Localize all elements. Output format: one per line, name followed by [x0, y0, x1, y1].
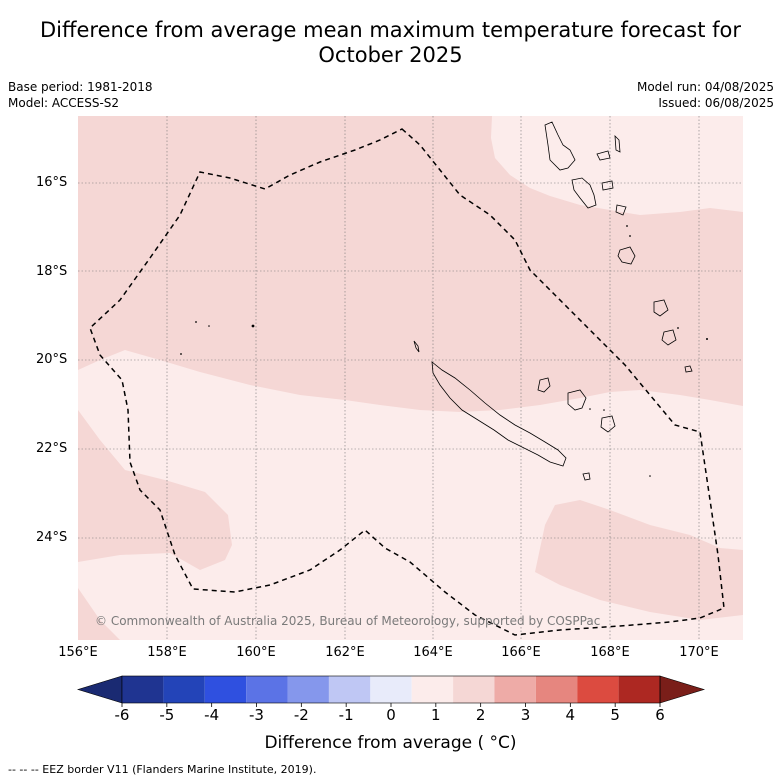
lat-label-24s: 24°S	[36, 530, 68, 545]
model-run: Model run: 04/08/2025	[636, 80, 774, 94]
colorbar-segment	[618, 676, 660, 703]
colorbar-tick-label: 0	[386, 706, 396, 724]
vanuatu-epi	[615, 204, 627, 216]
colorbar-segment	[287, 676, 329, 703]
model-name: Model: ACCESS-S2	[8, 96, 120, 110]
graticule	[78, 116, 743, 640]
vanuatu-erromango	[653, 299, 669, 317]
colorbar-segment	[328, 676, 371, 703]
colorbar-tick-label: -6	[114, 706, 130, 724]
colorbar-segment	[246, 676, 288, 703]
lat-label-20s: 20°S	[36, 352, 68, 367]
base-period: Base period: 1981-2018	[8, 80, 153, 94]
vanuatu-pentecost	[614, 134, 621, 153]
colorbar-tick-label: 5	[610, 706, 620, 724]
lon-label-156e: 156°E	[58, 645, 98, 660]
loyalty-island-ouvea	[537, 377, 551, 393]
lon-label-160e: 160°E	[236, 645, 276, 660]
vanuatu-efate	[617, 246, 636, 265]
colorbar-tick-label: 1	[431, 706, 441, 724]
vanuatu-ambrym	[601, 180, 614, 191]
vanuatu-aneityum	[684, 365, 693, 373]
copyright-text: © Commonwealth of Australia 2025, Bureau…	[95, 614, 601, 628]
colorbar-segment	[122, 676, 164, 703]
map-title: Difference from average mean maximum tem…	[0, 18, 781, 68]
colorbar-tick-label: -4	[204, 706, 220, 724]
lat-label-18s: 18°S	[36, 264, 68, 279]
colorbar-segment	[204, 676, 247, 703]
belep-islands	[413, 340, 420, 353]
colorbar-tick-label: 2	[475, 706, 486, 724]
colorbar-tick-label: -5	[159, 706, 175, 724]
colorbar-segment	[494, 676, 536, 703]
colorbar-segment	[535, 676, 578, 703]
vanuatu-espiritu-santo	[544, 121, 576, 171]
lon-label-162e: 162°E	[325, 645, 365, 660]
colorbar-tick-label: -1	[338, 706, 354, 724]
colorbar-tick-label: 3	[520, 706, 531, 724]
isle-of-pines	[582, 472, 591, 481]
colorbar-extend-high	[659, 675, 706, 704]
title-line-1: Difference from average mean maximum tem…	[40, 18, 741, 42]
issued-date: Issued: 06/08/2025	[658, 96, 774, 110]
small-islands	[180, 225, 708, 477]
colorbar-tick-label: -3	[249, 706, 264, 724]
title-line-2: October 2025	[318, 43, 463, 67]
vanuatu-ambae	[596, 150, 611, 161]
anomaly-0-to-1-band	[78, 350, 743, 640]
vanuatu-tanna	[661, 329, 677, 346]
loyalty-island-lifou	[567, 389, 587, 411]
lon-label-168e: 168°E	[590, 645, 630, 660]
colorbar-segment	[577, 676, 619, 703]
colorbar-tick-label: 4	[565, 706, 576, 724]
new-caledonia-island	[431, 361, 567, 467]
meta-left: Base period: 1981-2018 Model: ACCESS-S2	[8, 79, 153, 111]
colorbar-segment	[411, 676, 454, 703]
eez-legend-note: -- -- -- EEZ border V11 (Flanders Marine…	[8, 763, 317, 776]
colorbar-tick-label: 6	[655, 706, 665, 724]
colorbar-segment	[370, 676, 412, 703]
vanuatu-malekula	[571, 177, 597, 209]
lon-label-170e: 170°E	[679, 645, 719, 660]
colorbar-segment	[453, 676, 495, 703]
colorbar-title: Difference from average ( °C)	[264, 733, 517, 753]
lon-label-158e: 158°E	[147, 645, 187, 660]
map-area	[78, 116, 743, 640]
meta-right: Model run: 04/08/2025 Issued: 06/08/2025	[637, 79, 774, 111]
lat-label-22s: 22°S	[36, 441, 68, 456]
anomaly-0-to-1-northeast	[491, 116, 743, 215]
colorbar	[76, 675, 706, 707]
colorbar-segment	[163, 676, 205, 703]
colorbar-extend-low	[76, 675, 123, 704]
loyalty-island-mare	[600, 415, 616, 433]
lat-label-16s: 16°S	[36, 175, 68, 190]
lon-label-166e: 166°E	[501, 645, 541, 660]
colorbar-tick-label: -2	[293, 706, 309, 724]
lon-label-164e: 164°E	[413, 645, 453, 660]
